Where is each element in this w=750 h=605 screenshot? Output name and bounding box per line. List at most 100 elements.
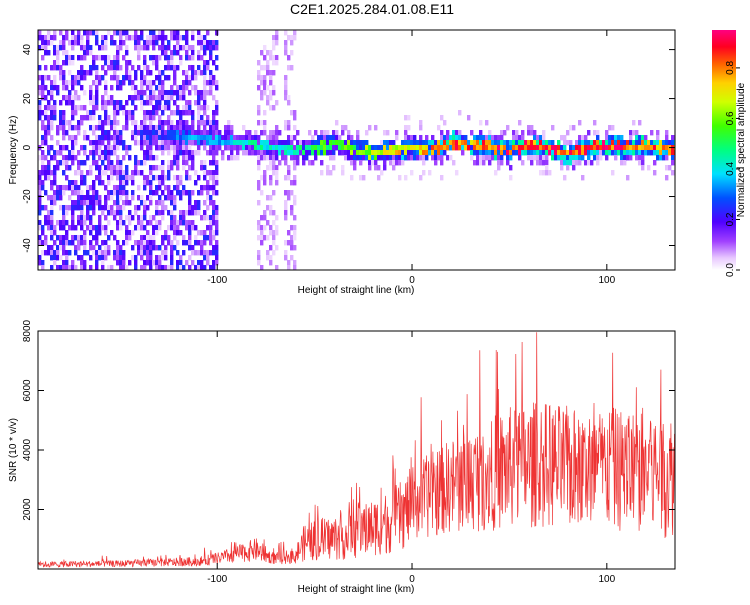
heatmap-cell	[506, 155, 510, 161]
heatmap-cell	[155, 210, 159, 216]
heatmap-cell	[152, 260, 156, 266]
heatmap-cell	[182, 35, 186, 41]
heatmap-cell	[158, 130, 162, 136]
heatmap-cell	[101, 130, 105, 136]
heatmap-cell	[422, 140, 426, 146]
heatmap-cell	[377, 145, 381, 151]
heatmap-cell	[173, 70, 177, 76]
heatmap-cell	[137, 95, 141, 101]
heatmap-cell	[83, 200, 87, 206]
heatmap-cell	[68, 125, 72, 131]
heatmap-cell	[158, 180, 162, 186]
heatmap-cell	[143, 155, 147, 161]
heatmap-cell	[50, 210, 54, 216]
heatmap-cell	[398, 145, 402, 151]
heatmap-cell	[215, 130, 219, 136]
heatmap-cell	[119, 65, 123, 71]
heatmap-cell	[272, 55, 276, 61]
heatmap-cell	[47, 130, 51, 136]
heatmap-cell	[608, 140, 612, 146]
heatmap-cell	[149, 250, 153, 256]
heatmap-cell	[641, 145, 645, 151]
heatmap-cell	[197, 140, 201, 146]
heatmap-cell	[59, 185, 63, 191]
heatmap-cell	[197, 40, 201, 46]
heatmap-cell	[329, 145, 333, 151]
heatmap-cell	[362, 145, 366, 151]
heatmap-cell	[548, 150, 552, 156]
heatmap-cell	[548, 145, 552, 151]
heatmap-cell	[62, 110, 66, 116]
heatmap-cell	[329, 170, 333, 176]
heatmap-cell	[260, 175, 264, 181]
heatmap-cell	[128, 220, 132, 226]
heatmap-cell	[347, 150, 351, 156]
heatmap-cell	[50, 125, 54, 131]
heatmap-cell	[314, 150, 318, 156]
heatmap-cell	[38, 260, 42, 266]
heatmap-cell	[242, 145, 246, 151]
heatmap-cell	[122, 200, 126, 206]
heatmap-cell	[119, 245, 123, 251]
heatmap-cell	[44, 125, 48, 131]
heatmap-cell	[500, 135, 504, 141]
heatmap-cell	[407, 155, 411, 161]
heatmap-cell	[257, 180, 261, 186]
heatmap-cell	[269, 150, 273, 156]
heatmap-cell	[206, 115, 210, 121]
heatmap-cell	[209, 75, 213, 81]
heatmap-cell	[563, 160, 567, 166]
heatmap-cell	[116, 105, 120, 111]
heatmap-cell	[116, 65, 120, 71]
heatmap-cell	[155, 200, 159, 206]
snr-y-axis-label: SNR (10 * v/v)	[8, 418, 19, 482]
heatmap-cell	[317, 140, 321, 146]
heatmap-cell	[413, 135, 417, 141]
heatmap-cell	[254, 145, 258, 151]
heatmap-cell	[203, 200, 207, 206]
heatmap-cell	[512, 145, 516, 151]
heatmap-cell	[56, 65, 60, 71]
heatmap-cell	[185, 105, 189, 111]
heatmap-cell	[149, 265, 153, 270]
heatmap-cell	[626, 140, 630, 146]
heatmap-cell	[173, 110, 177, 116]
heatmap-cell	[569, 150, 573, 156]
heatmap-cell	[65, 85, 69, 91]
heatmap-cell	[557, 150, 561, 156]
heatmap-cell	[185, 150, 189, 156]
heatmap-cell	[116, 110, 120, 116]
heatmap-cell	[353, 165, 357, 171]
heatmap-cell	[191, 30, 195, 36]
heatmap-cell	[38, 45, 42, 51]
heatmap-cell	[581, 175, 585, 181]
heatmap-cell	[350, 135, 354, 141]
heatmap-cell	[119, 30, 123, 36]
heatmap-cell	[662, 140, 666, 146]
heatmap-cell	[575, 145, 579, 151]
heatmap-cell	[101, 255, 105, 261]
heatmap-cell	[491, 150, 495, 156]
heatmap-cell	[191, 165, 195, 171]
heatmap-cell	[497, 140, 501, 146]
heatmap-cell	[38, 225, 42, 231]
heatmap-cell	[269, 160, 273, 166]
heatmap-cell	[395, 160, 399, 166]
heatmap-cell	[533, 130, 537, 136]
heatmap-cell	[167, 185, 171, 191]
heatmap-cell	[158, 75, 162, 81]
heatmap-cell	[179, 190, 183, 196]
heatmap-cell	[125, 265, 129, 270]
heatmap-cell	[188, 225, 192, 231]
heatmap-cell	[215, 120, 219, 126]
heatmap-cell	[203, 100, 207, 106]
heatmap-cell	[104, 60, 108, 66]
heatmap-cell	[146, 255, 150, 261]
heatmap-cell	[326, 135, 330, 141]
heatmap-cell	[212, 190, 216, 196]
heatmap-cell	[152, 30, 156, 36]
heatmap-cell	[80, 180, 84, 186]
heatmap-cell	[176, 265, 180, 270]
